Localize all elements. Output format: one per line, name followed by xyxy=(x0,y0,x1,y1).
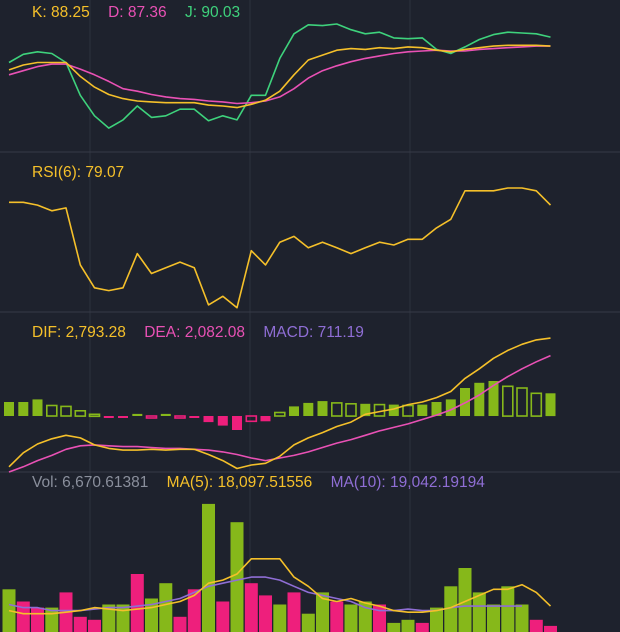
volume-bar-22 xyxy=(316,592,329,632)
macd-histogram-bar-21 xyxy=(303,402,314,416)
volume-bar-34 xyxy=(487,604,500,632)
macd-legend-macd: MACD: 711.19 xyxy=(263,324,364,341)
rsi-line xyxy=(9,187,552,309)
volume-bar-19 xyxy=(273,604,287,632)
volume-legend-vol: Vol: 6,670.61381 xyxy=(32,474,149,491)
volume-bar-24 xyxy=(344,604,358,632)
volume-bar-23 xyxy=(330,601,344,632)
volume-bar-30 xyxy=(430,607,443,632)
volume-bar-15 xyxy=(216,601,230,632)
volume-bar-27 xyxy=(387,622,401,632)
volume-bar-33 xyxy=(472,592,486,632)
volume-bar-35 xyxy=(501,586,515,632)
macd-histogram-bar-18 xyxy=(260,416,271,422)
volume-legend-ma5: MA(5): 18,097.51556 xyxy=(166,474,313,491)
macd-histogram-bar-3 xyxy=(45,404,58,417)
kdj-legend-d: D: 87.36 xyxy=(108,4,167,21)
macd-legend-dif: DIF: 2,793.28 xyxy=(32,324,126,341)
macd-histogram-bar-22 xyxy=(317,401,328,416)
macd-histogram-bar-35 xyxy=(501,385,514,417)
macd-histogram-bar-25 xyxy=(360,403,371,417)
macd-histogram-bar-4 xyxy=(60,405,72,417)
macd-histogram-bar-14 xyxy=(203,416,214,423)
macd-dif-line xyxy=(8,337,551,470)
macd-histogram-bar-0 xyxy=(4,402,14,416)
macd-histogram-bar-29 xyxy=(417,404,428,416)
kdj-line-j xyxy=(8,23,551,129)
macd-histogram-bar-10 xyxy=(145,415,158,419)
volume-legend: Vol: 6,670.61381 MA(5): 18,097.51556 MA(… xyxy=(32,474,499,492)
macd-histogram-bar-15 xyxy=(217,416,228,426)
macd-histogram-bar-11 xyxy=(160,413,171,416)
volume-bar-2 xyxy=(31,607,44,632)
rsi-legend: RSI(6): 79.07 xyxy=(32,164,138,182)
macd-histogram-bar-30 xyxy=(431,402,442,416)
rsi-legend-value: RSI(6): 79.07 xyxy=(32,164,125,181)
macd-histogram-bar-34 xyxy=(488,381,499,416)
macd-histogram-bar-36 xyxy=(516,387,528,417)
volume-legend-ma10: MA(10): 19,042.19194 xyxy=(330,474,485,491)
macd-histogram-bar-9 xyxy=(132,413,143,416)
volume-bar-21 xyxy=(301,613,315,632)
volume-bar-11 xyxy=(159,583,173,632)
volume-bar-14 xyxy=(202,503,215,632)
macd-histogram-bar-16 xyxy=(232,416,242,430)
macd-histogram-bar-28 xyxy=(402,404,414,417)
macd-histogram-bar-6 xyxy=(88,413,101,418)
kdj-line-k xyxy=(8,44,551,109)
volume-bar-28 xyxy=(401,619,415,632)
macd-histogram-bar-8 xyxy=(118,416,128,418)
volume-ma5-line xyxy=(8,557,552,615)
kdj-legend: K: 88.25 D: 87.36 J: 90.03 xyxy=(32,4,254,22)
volume-bar-29 xyxy=(415,622,429,632)
macd-histogram-bar-7 xyxy=(103,416,114,418)
macd-histogram-bar-27 xyxy=(388,404,399,416)
volume-bar-26 xyxy=(373,604,386,632)
macd-histogram-bar-12 xyxy=(174,415,186,419)
macd-histogram-bar-13 xyxy=(189,416,200,418)
volume-bar-38 xyxy=(544,625,557,632)
volume-bar-25 xyxy=(358,601,372,632)
volume-bar-6 xyxy=(88,619,101,632)
volume-bar-1 xyxy=(16,601,30,632)
macd-histogram-bar-17 xyxy=(245,415,258,423)
macd-histogram-bar-20 xyxy=(289,406,299,416)
macd-dea-line xyxy=(8,354,551,473)
macd-histogram-bar-23 xyxy=(330,402,343,417)
macd-histogram-bar-24 xyxy=(345,402,357,417)
volume-bar-18 xyxy=(259,595,272,632)
macd-legend-dea: DEA: 2,082.08 xyxy=(144,324,246,341)
macd-histogram-bar-2 xyxy=(32,399,43,416)
kdj-legend-j: J: 90.03 xyxy=(184,4,241,21)
volume-bar-5 xyxy=(73,616,87,632)
volume-bar-8 xyxy=(116,604,130,632)
macd-histogram-bar-38 xyxy=(545,393,556,417)
volume-bar-20 xyxy=(287,592,301,632)
macd-histogram-bar-19 xyxy=(273,411,286,417)
volume-bar-31 xyxy=(444,586,458,632)
volume-bar-17 xyxy=(244,583,258,632)
volume-bar-7 xyxy=(102,604,116,632)
macd-histogram-bar-1 xyxy=(18,402,29,416)
macd-histogram-bar-37 xyxy=(530,392,543,417)
macd-histogram-bar-31 xyxy=(445,399,456,416)
macd-legend: DIF: 2,793.28 DEA: 2,082.08 MACD: 711.19 xyxy=(32,324,378,342)
volume-bar-12 xyxy=(173,616,187,632)
kdj-legend-k: K: 88.25 xyxy=(32,4,90,21)
volume-bar-13 xyxy=(187,589,201,632)
volume-bar-37 xyxy=(529,619,543,632)
volume-bar-32 xyxy=(458,568,472,632)
volume-bar-16 xyxy=(230,522,244,632)
volume-bar-9 xyxy=(130,574,144,632)
macd-histogram-bar-5 xyxy=(74,409,87,417)
volume-bar-36 xyxy=(515,604,529,632)
macd-histogram-bar-33 xyxy=(474,382,485,417)
